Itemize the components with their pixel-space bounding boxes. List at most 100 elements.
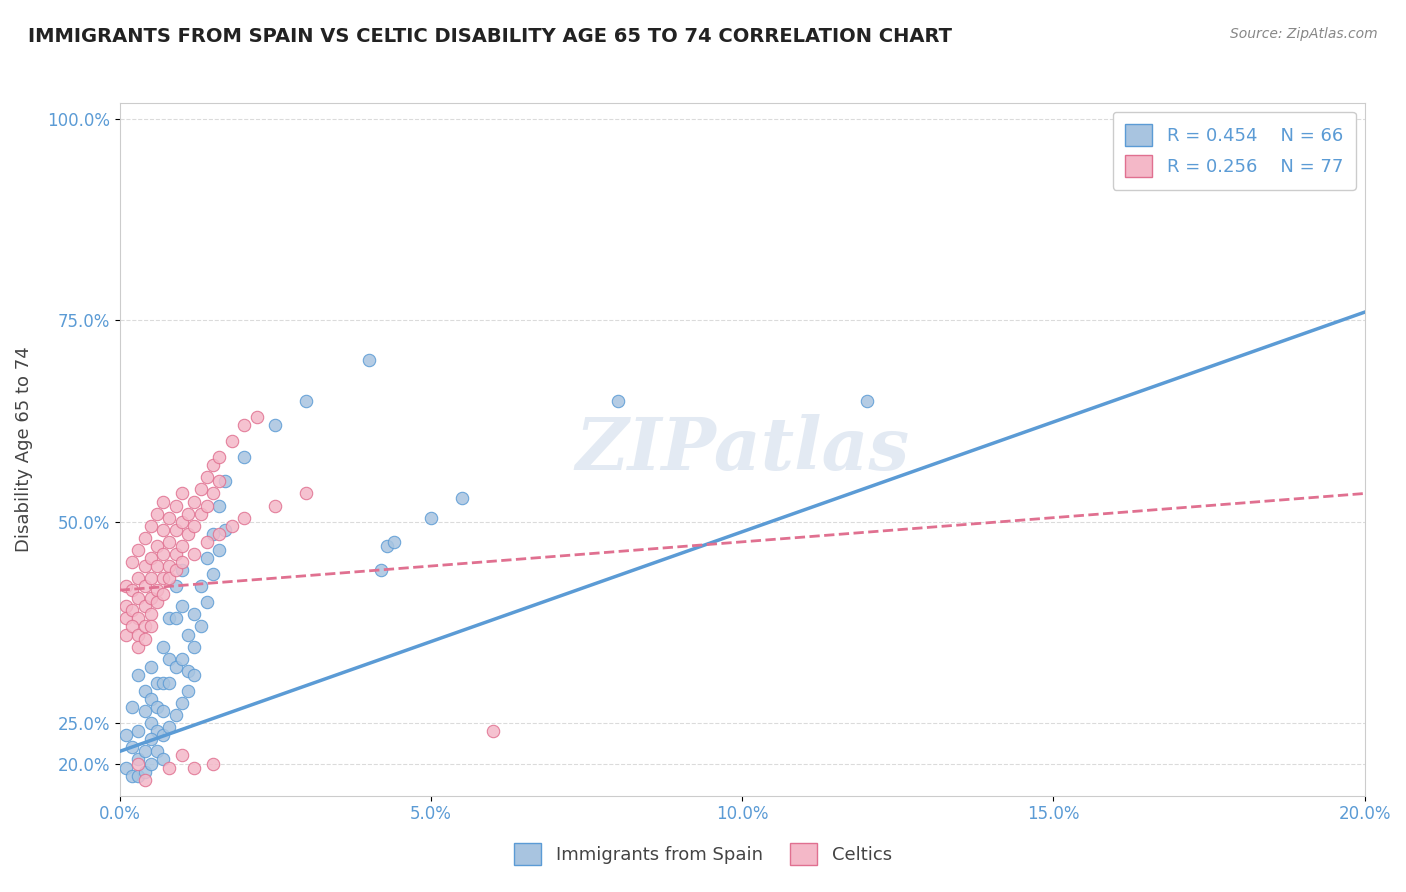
Legend: R = 0.454    N = 66, R = 0.256    N = 77: R = 0.454 N = 66, R = 0.256 N = 77 [1112,112,1355,190]
Point [139,619,162,633]
Point [127,571,149,585]
Point [134,632,156,646]
Point [208,526,231,541]
Point [139,716,162,731]
Point [152,728,174,742]
Point [134,684,156,698]
Point [233,510,256,524]
Point [152,547,174,561]
Point [208,542,231,557]
Point [195,499,218,513]
Point [134,764,156,779]
Point [370,563,392,577]
Point [357,353,380,368]
Point [139,551,162,566]
Point [201,567,224,582]
Point [121,769,143,783]
Point [152,752,174,766]
Point [375,539,398,553]
Point [170,563,193,577]
Point [127,611,149,625]
Point [152,571,174,585]
Text: ZIPatlas: ZIPatlas [575,414,910,484]
Point [127,724,149,739]
Point [146,583,169,598]
Point [165,563,187,577]
Point [177,684,200,698]
Point [165,660,187,674]
Point [134,531,156,545]
Point [157,720,180,734]
Point [157,571,180,585]
Legend: Immigrants from Spain, Celtics: Immigrants from Spain, Celtics [505,834,901,874]
Point [146,539,169,553]
Point [114,579,136,593]
Point [121,700,143,714]
Point [170,539,193,553]
Point [127,542,149,557]
Point [183,494,205,508]
Point [114,728,136,742]
Point [139,732,162,747]
Point [195,534,218,549]
Point [177,664,200,678]
Point [157,510,180,524]
Point [201,526,224,541]
Point [157,676,180,690]
Point [221,434,243,448]
Point [146,507,169,521]
Point [152,523,174,537]
Point [121,740,143,755]
Point [208,450,231,465]
Point [127,756,149,771]
Point [183,760,205,774]
Point [139,591,162,606]
Point [146,559,169,574]
Point [170,696,193,710]
Point [146,724,169,739]
Point [170,515,193,529]
Point [152,704,174,718]
Point [208,499,231,513]
Point [165,708,187,723]
Point [157,611,180,625]
Point [114,627,136,641]
Point [127,640,149,654]
Point [134,579,156,593]
Point [139,571,162,585]
Point [245,409,267,424]
Point [165,523,187,537]
Point [134,619,156,633]
Point [295,486,318,500]
Point [419,510,441,524]
Point [121,603,143,617]
Point [152,640,174,654]
Point [127,769,149,783]
Point [134,559,156,574]
Point [139,607,162,622]
Point [195,595,218,609]
Point [183,607,205,622]
Point [127,752,149,766]
Point [152,676,174,690]
Point [190,619,212,633]
Point [157,760,180,774]
Point [214,523,236,537]
Point [134,599,156,614]
Point [195,551,218,566]
Point [855,393,877,408]
Text: IMMIGRANTS FROM SPAIN VS CELTIC DISABILITY AGE 65 TO 74 CORRELATION CHART: IMMIGRANTS FROM SPAIN VS CELTIC DISABILI… [28,27,952,45]
Point [127,668,149,682]
Point [139,692,162,706]
Point [233,450,256,465]
Point [127,627,149,641]
Point [165,547,187,561]
Point [190,579,212,593]
Point [195,470,218,484]
Point [165,499,187,513]
Point [165,579,187,593]
Point [183,640,205,654]
Point [134,744,156,758]
Point [146,744,169,758]
Point [165,611,187,625]
